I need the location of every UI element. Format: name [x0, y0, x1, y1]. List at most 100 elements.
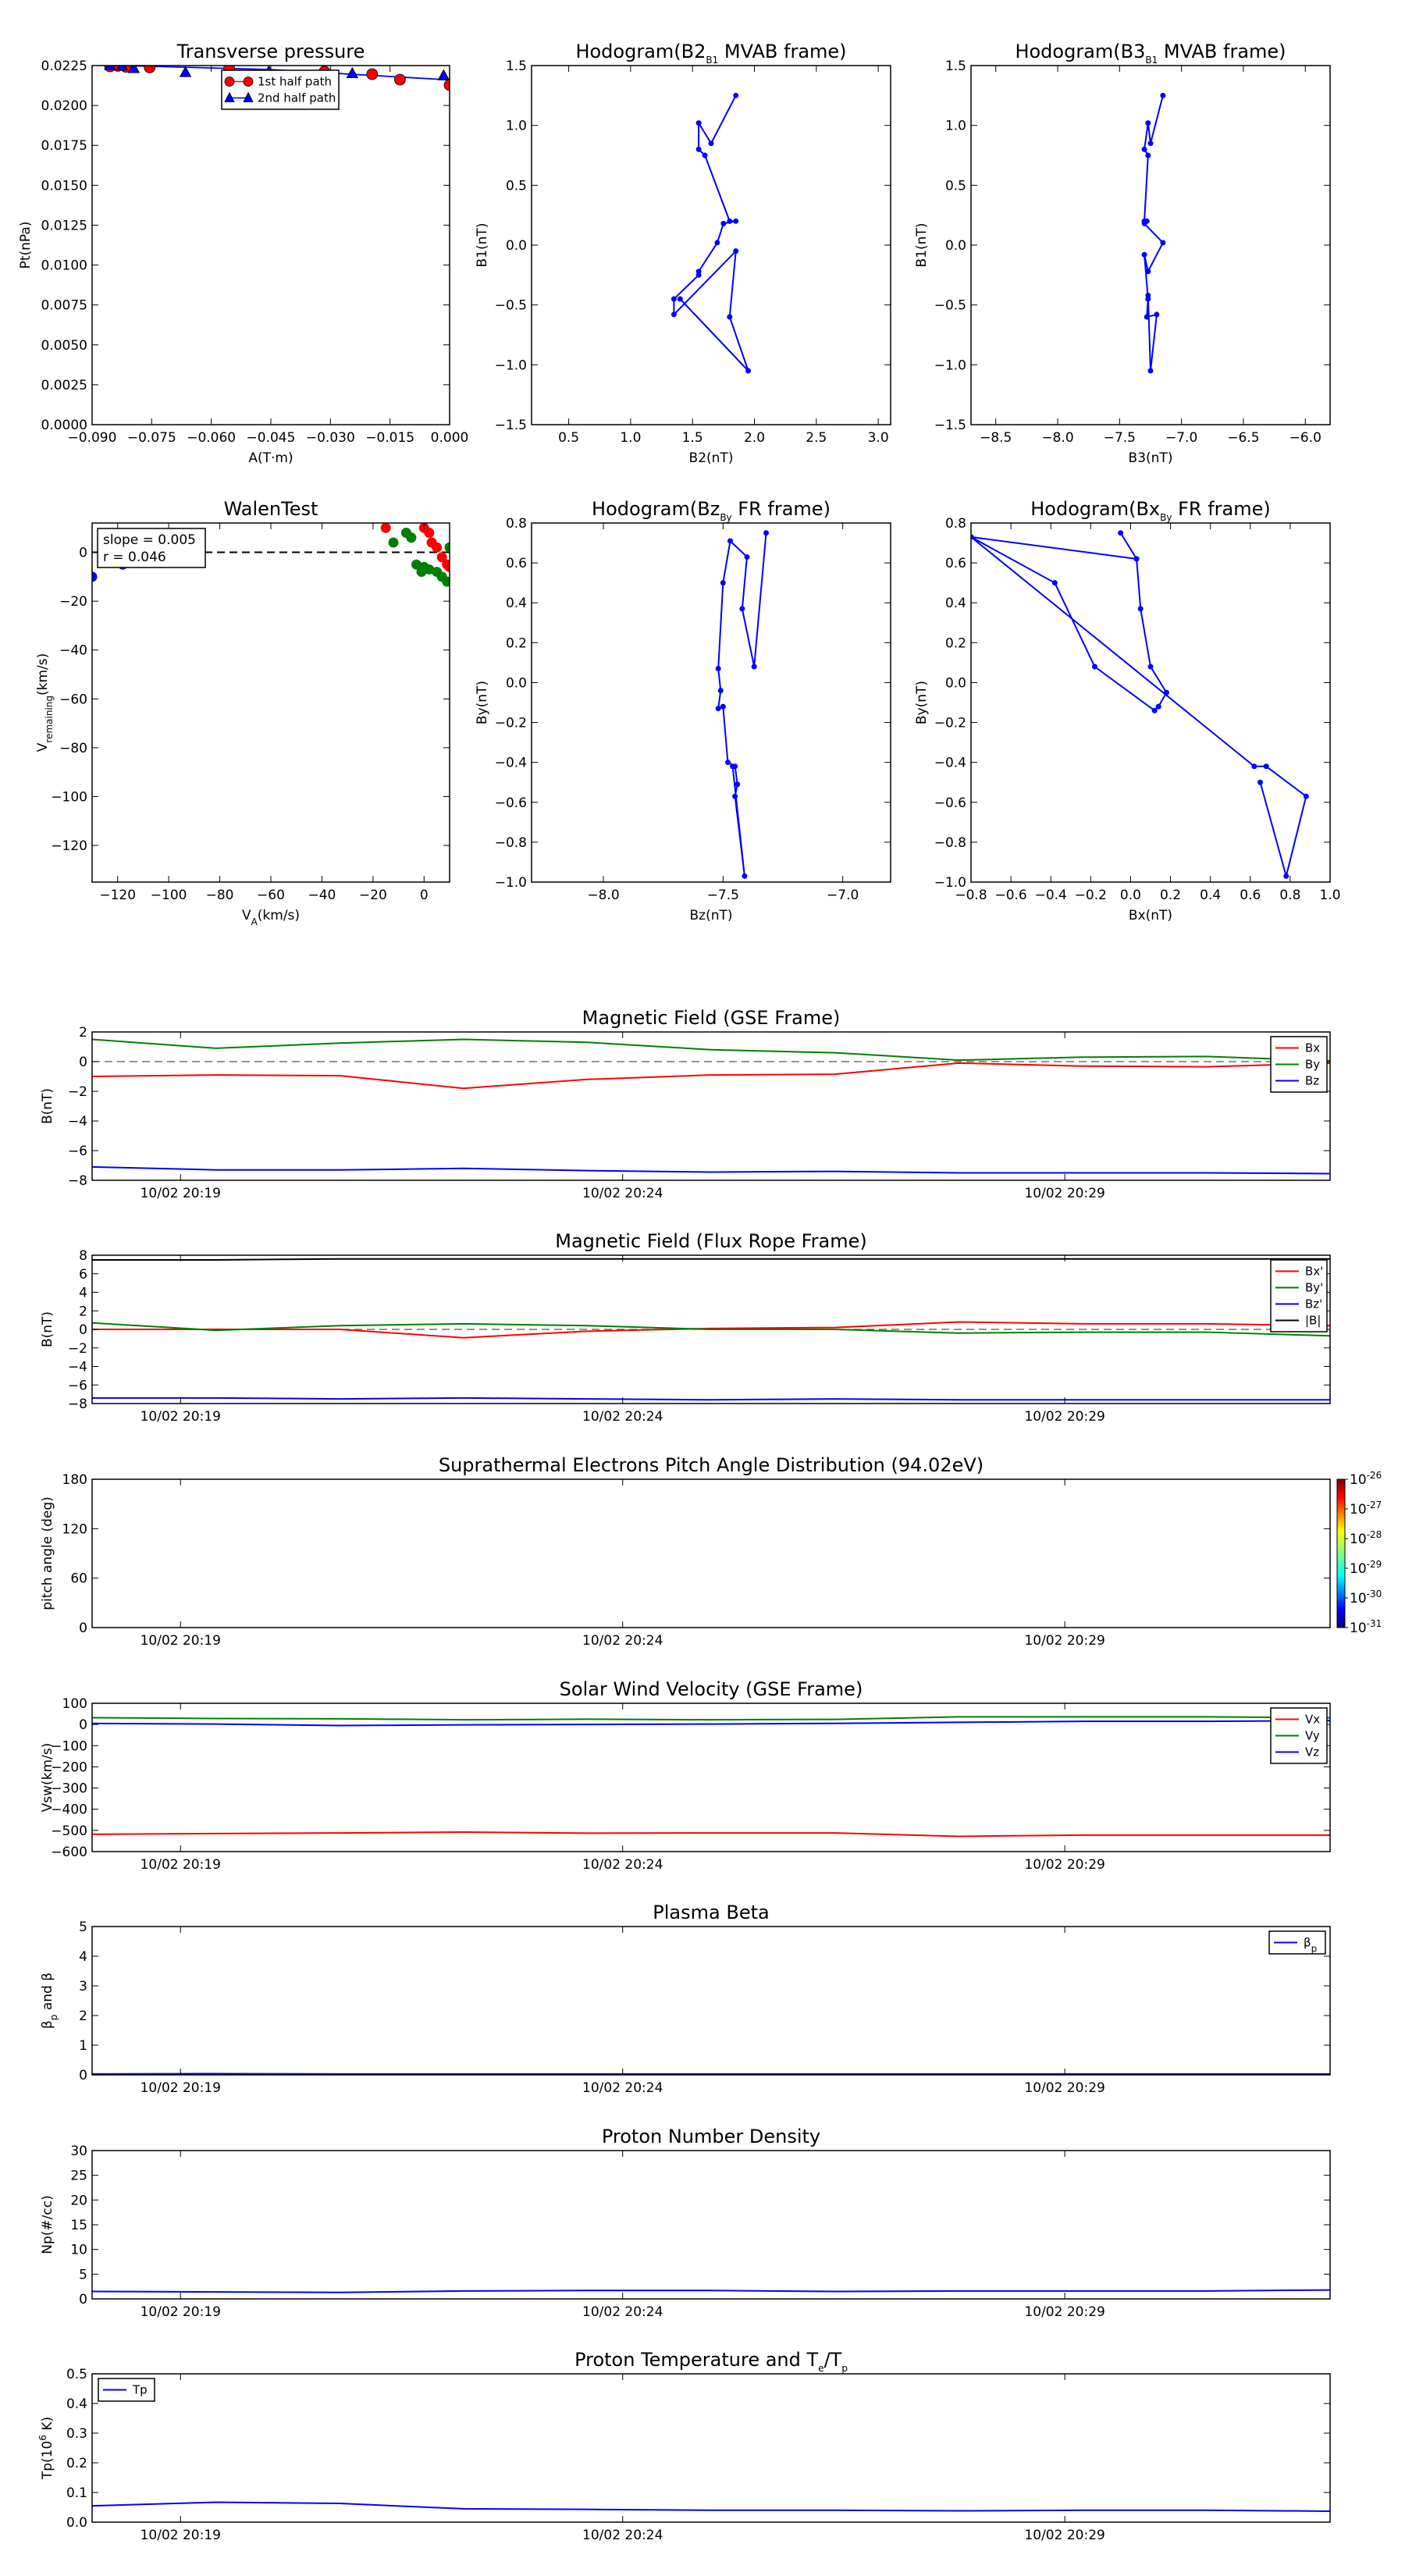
- hodogram-bx-by-series-1-line: [971, 532, 1307, 880]
- hodogram-b3-b1-x-axis-label: B3(nT): [1129, 450, 1173, 466]
- magnetic-field-fr-y-axis-label: B(nT): [40, 1311, 55, 1347]
- data-point: [424, 528, 435, 539]
- data-point: [1141, 146, 1147, 152]
- hodogram-b3-b1-title: Hodogram(B3B1 MVAB frame): [1015, 41, 1286, 66]
- transverse-pressure-legend: 1st half path 2nd half path: [221, 69, 340, 110]
- y-tick-label: −4: [68, 1114, 87, 1130]
- legend-entry-label: Bx': [1305, 1265, 1323, 1279]
- data-point: [715, 666, 721, 672]
- colorbar-tick-label: 10-26: [1350, 1470, 1382, 1488]
- legend-entry-label: βp: [1304, 1936, 1317, 1955]
- y-tick-label: 0.0075: [41, 298, 87, 314]
- magnetic-field-fr-bx--line: [92, 1321, 1330, 1339]
- hodogram-bz-by-y-axis-label: By(nT): [475, 681, 490, 724]
- y-tick-label: −0.5: [934, 298, 966, 314]
- data-point: [411, 559, 422, 570]
- y-tick-label: −400: [51, 1802, 87, 1818]
- data-point: [727, 314, 733, 320]
- magnetic-field-gse-bx-line: [92, 1062, 1330, 1090]
- y-tick-label: 8: [79, 1248, 87, 1264]
- y-tick-label: −0.8: [934, 835, 966, 851]
- data-point: [745, 368, 752, 374]
- y-tick-label: 3: [79, 1979, 87, 1994]
- legend-entry-label: By': [1305, 1281, 1323, 1295]
- y-tick-label: 10: [70, 2243, 87, 2258]
- data-point: [424, 564, 435, 575]
- hodogram-bx-by-title: Hodogram(BxBy FR frame): [1030, 498, 1271, 523]
- legend-entry-label: Vz: [1305, 1745, 1319, 1759]
- data-point: [1141, 251, 1147, 258]
- pitch-angle-axes-frame: [91, 1478, 1331, 1628]
- plasma-beta-panel: Plasma Beta 0 1 2 3 4 5 10/02 20:19 10/02 20:24 1…: [40, 1902, 1331, 2096]
- y-tick-label: 0.0: [945, 675, 966, 691]
- y-tick-label: 2: [79, 1025, 87, 1041]
- magnetic-field-gse-legend: Bx By Bz: [1270, 1036, 1328, 1093]
- y-tick-label: −1.0: [934, 358, 966, 373]
- plasma-beta-axes-frame: [91, 1926, 1331, 2076]
- x-tick-label: 10/02 20:29: [1024, 2304, 1104, 2320]
- x-tick-label: 10/02 20:29: [1024, 1409, 1104, 1425]
- y-tick-label: 0.0175: [41, 138, 87, 154]
- x-tick-label: 0.8: [1279, 888, 1300, 903]
- hodogram-b2-b1-x-axis-label: B2(nT): [689, 450, 734, 466]
- x-tick-label: −0.045: [247, 430, 296, 446]
- solar-wind-velocity-plot-area: [92, 1716, 1330, 1838]
- y-tick-label: 2: [79, 2008, 87, 2024]
- data-point: [727, 538, 734, 544]
- y-tick-label: 0.4: [66, 2396, 87, 2412]
- data-point: [670, 311, 677, 318]
- magnetic-field-gse-panel: Magnetic Field (GSE Frame) −8 −6 −4 −2 0 2 10/0…: [40, 1007, 1331, 1201]
- x-tick-label: −60: [257, 888, 285, 903]
- data-point: [733, 248, 739, 254]
- y-tick-label: 0: [79, 1621, 87, 1636]
- data-point: [393, 73, 406, 86]
- x-tick-label: −8.0: [1041, 430, 1073, 446]
- hodogram-b2-b1-axes-frame: [531, 65, 891, 425]
- hodogram-b2-b1-panel: Hodogram(B2B1 MVAB frame) −1.5 −1.0 −0.5 0.0…: [475, 41, 891, 466]
- y-tick-label: 1: [79, 2038, 87, 2054]
- data-point: [380, 523, 391, 533]
- walen-test-x-axis-label: VA(km/s): [242, 908, 300, 927]
- x-tick-label: 0.000: [431, 430, 469, 446]
- x-tick-label: 10/02 20:19: [140, 2080, 221, 2096]
- legend-entry-label: 1st half path: [258, 75, 332, 89]
- colorbar-tick-label: 10-31: [1350, 1618, 1382, 1636]
- x-tick-label: −6.0: [1289, 430, 1321, 446]
- y-tick-label: 100: [62, 1696, 87, 1712]
- x-tick-label: −20: [359, 888, 387, 903]
- x-tick-label: −80: [206, 888, 234, 903]
- y-tick-label: 1.5: [506, 59, 527, 74]
- colorbar-tick-label: 10-30: [1350, 1589, 1382, 1606]
- proton-temperature-axes-frame: [91, 2373, 1331, 2523]
- data-point: [436, 552, 447, 563]
- magnetic-field-fr-bz--line: [92, 1397, 1330, 1401]
- data-point: [1051, 580, 1058, 586]
- data-point: [366, 68, 379, 80]
- y-tick-label: 0.5: [506, 178, 527, 194]
- solar-wind-velocity-axes-frame: [91, 1703, 1331, 1852]
- proton-temperature-panel: Proton Temperature and Te/Tp 0.0 0.1 0.2 0.3…: [37, 2349, 1331, 2543]
- data-point: [1091, 664, 1097, 670]
- y-tick-label: 0.8: [506, 516, 527, 532]
- x-tick-label: −0.060: [187, 430, 236, 446]
- y-tick-label: 0.8: [945, 516, 966, 532]
- x-tick-label: 0.0: [1120, 888, 1141, 903]
- hodogram-bz-by-plot-area: [715, 530, 770, 879]
- plasma-beta-y-axis-label: βp and β: [40, 1973, 59, 2029]
- data-point: [1133, 556, 1140, 562]
- magnetic-field-fr-legend: Bx' By' Bz' |B|: [1270, 1259, 1328, 1332]
- y-tick-label: 0.1: [66, 2485, 87, 2501]
- data-point: [702, 152, 708, 158]
- y-tick-label: 0: [79, 2292, 87, 2307]
- y-tick-label: −0.8: [495, 835, 527, 851]
- hodogram-bz-by-axes-frame: [531, 522, 891, 883]
- data-point: [1283, 873, 1289, 879]
- y-tick-label: −40: [59, 643, 87, 659]
- y-tick-label: −1.5: [934, 418, 966, 433]
- data-point: [1147, 141, 1154, 147]
- proton-density-panel: Proton Number Density 0 5 10 15 20 25 30 10/02 2…: [40, 2126, 1331, 2320]
- y-tick-label: 0.4: [506, 596, 527, 611]
- data-point: [1141, 220, 1147, 226]
- walen-test-y-axis-label: Vremaining(km/s): [35, 653, 55, 753]
- y-tick-label: 0.0050: [41, 338, 87, 354]
